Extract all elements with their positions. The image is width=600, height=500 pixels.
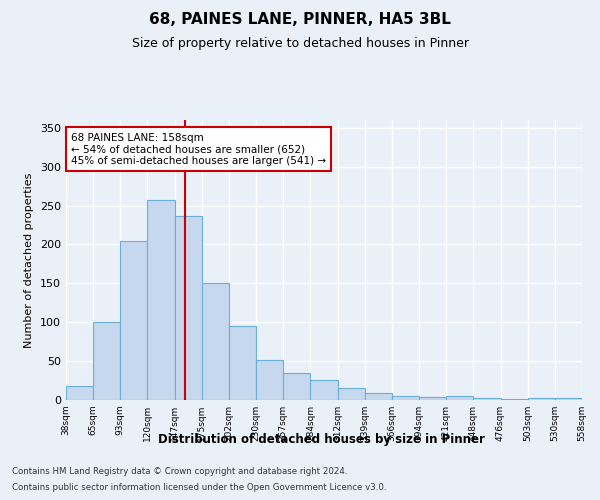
Bar [283, 373, 310, 400]
Text: 68 PAINES LANE: 158sqm
← 54% of detached houses are smaller (652)
45% of semi-de: 68 PAINES LANE: 158sqm ← 54% of detached… [71, 132, 326, 166]
Bar [121, 240, 148, 400]
Bar [365, 393, 392, 400]
Text: Size of property relative to detached houses in Pinner: Size of property relative to detached ho… [131, 38, 469, 51]
Bar [229, 326, 256, 400]
Bar [256, 360, 283, 400]
Bar [202, 284, 229, 400]
Bar [310, 380, 338, 400]
Bar [175, 216, 202, 400]
Text: 68, PAINES LANE, PINNER, HA5 3BL: 68, PAINES LANE, PINNER, HA5 3BL [149, 12, 451, 28]
Text: Contains HM Land Registry data © Crown copyright and database right 2024.: Contains HM Land Registry data © Crown c… [12, 468, 347, 476]
Y-axis label: Number of detached properties: Number of detached properties [25, 172, 34, 348]
Bar [473, 398, 500, 400]
Bar [527, 398, 555, 400]
Bar [148, 200, 175, 400]
Bar [419, 397, 446, 400]
Text: Distribution of detached houses by size in Pinner: Distribution of detached houses by size … [158, 432, 484, 446]
Bar [555, 398, 582, 400]
Bar [338, 388, 365, 400]
Bar [93, 322, 121, 400]
Bar [66, 386, 93, 400]
Bar [500, 399, 527, 400]
Bar [392, 396, 419, 400]
Bar [446, 396, 473, 400]
Text: Contains public sector information licensed under the Open Government Licence v3: Contains public sector information licen… [12, 484, 386, 492]
